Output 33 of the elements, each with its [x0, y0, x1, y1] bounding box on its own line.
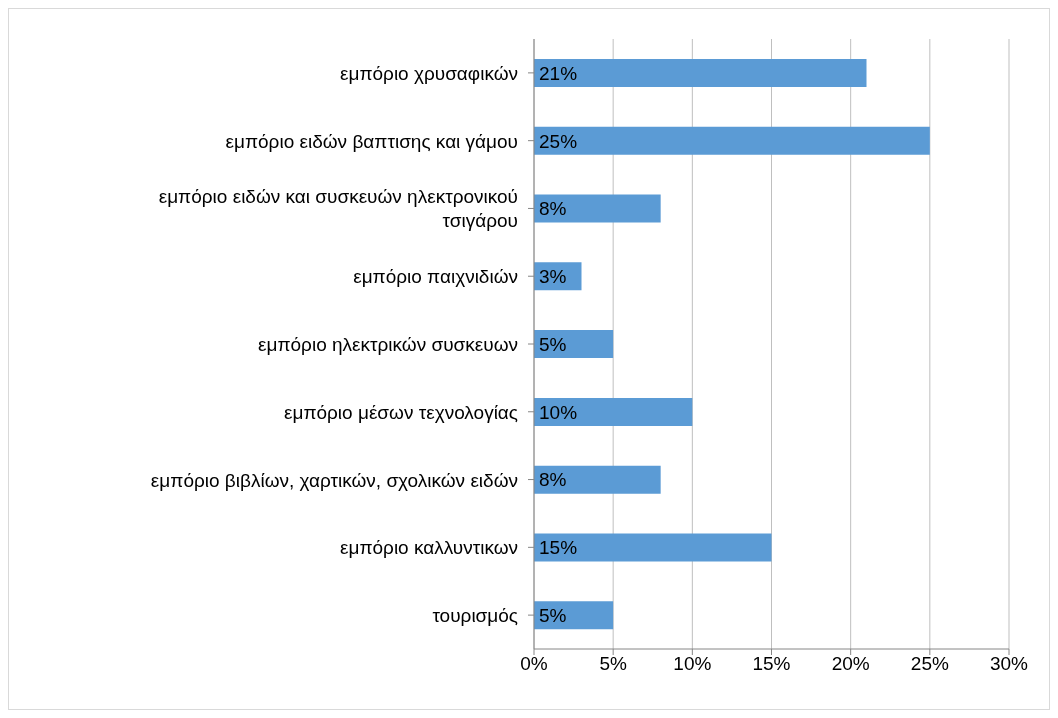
data-label: 10%: [539, 401, 578, 423]
data-label: 15%: [539, 537, 578, 559]
x-tick-label: 15%: [752, 653, 791, 675]
bar: [534, 601, 614, 630]
x-tick-label: 30%: [989, 653, 1029, 675]
y-tick-label: τουρισμός: [432, 604, 518, 626]
data-label: 8%: [539, 198, 567, 220]
x-tick-label: 20%: [831, 653, 870, 675]
x-tick-label: 25%: [910, 653, 949, 675]
y-tick-label: εμπόριο μέσων τεχνολογίας: [283, 401, 518, 423]
data-label: 5%: [539, 333, 567, 355]
bar: [534, 330, 614, 359]
bar: [534, 194, 661, 223]
data-label: 5%: [539, 604, 567, 626]
y-tick-label: εμπόριο βιβλίων, χαρτικών, σχολικών ειδών: [150, 469, 518, 491]
data-label: 8%: [539, 469, 567, 491]
y-tick-label: εμπόριο παιχνιδιών: [353, 265, 518, 287]
y-tick-label: εμπόριο ειδών και συσκευών ηλεκτρονικού τσιγάρου: [158, 185, 518, 231]
y-tick-label: εμπόριο ειδών βαπτισης και γάμου: [225, 130, 518, 152]
x-tick-label: 5%: [599, 653, 627, 675]
bar: [534, 397, 693, 426]
bar: [534, 59, 867, 87]
data-label: 21%: [539, 62, 578, 84]
bar: [534, 465, 661, 494]
data-label: 25%: [539, 130, 578, 152]
y-tick-label: εμπόριο χρυσαφικών: [340, 62, 518, 84]
y-tick-label: εμπόριο καλλυντικων: [340, 536, 518, 558]
y-tick-label: εμπόριο ηλεκτρικών συσκευων: [258, 333, 518, 355]
x-tick-label: 10%: [673, 653, 712, 675]
x-tick-label: 0%: [520, 653, 548, 675]
data-label: 3%: [539, 266, 567, 288]
bar: [534, 533, 772, 562]
bar: [534, 126, 930, 155]
